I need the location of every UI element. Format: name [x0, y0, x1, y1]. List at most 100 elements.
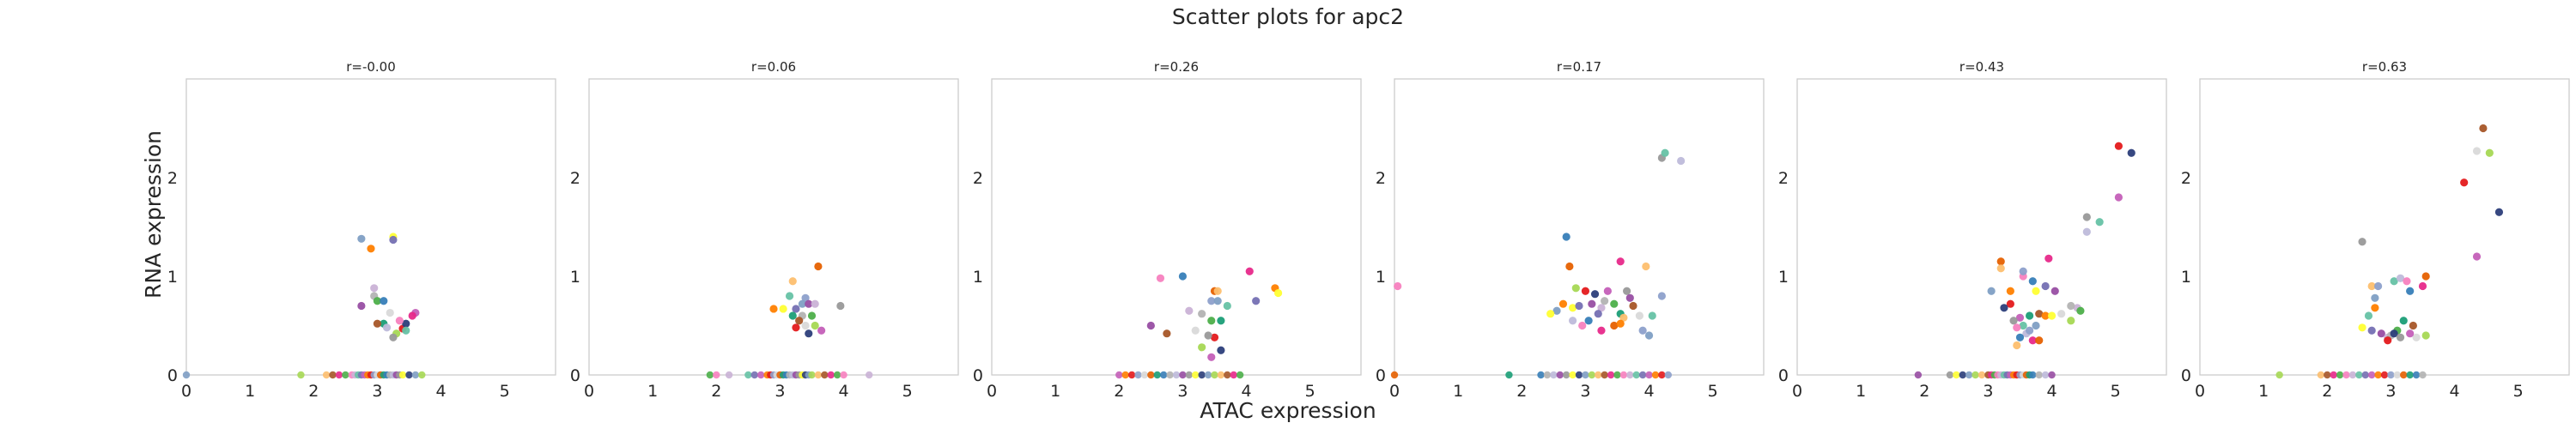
- data-point: [1578, 321, 1587, 330]
- data-point: [1603, 287, 1612, 295]
- x-tick-label: 2: [308, 382, 319, 401]
- data-point: [2067, 317, 2075, 325]
- data-point: [2082, 227, 2091, 236]
- data-point: [1207, 353, 1216, 361]
- zero-point: [1211, 371, 1218, 379]
- data-point: [1571, 284, 1580, 293]
- data-point: [1616, 319, 1625, 328]
- data-point: [2000, 304, 2008, 312]
- x-tick-label: 1: [1856, 382, 1866, 401]
- x-tick-label: 5: [1305, 382, 1315, 401]
- zero-point: [2361, 371, 2369, 379]
- data-point: [1657, 292, 1666, 300]
- x-tick-label: 0: [987, 382, 997, 401]
- zero-point: [1550, 371, 1558, 379]
- y-tick-label: 0: [973, 366, 983, 385]
- data-point: [2358, 323, 2366, 332]
- zero-point: [2355, 371, 2363, 379]
- panel-frame: [1796, 78, 2167, 376]
- data-point: [2399, 317, 2408, 325]
- zero-point: [2406, 371, 2414, 379]
- data-point: [1178, 272, 1188, 281]
- x-tick-label: 3: [1177, 382, 1188, 401]
- zero-point: [2324, 371, 2331, 379]
- data-point: [1661, 148, 1669, 157]
- data-point: [2403, 277, 2411, 286]
- panel-title: r=-0.00: [346, 59, 396, 75]
- data-point: [1616, 257, 1625, 266]
- data-point: [370, 284, 379, 293]
- data-point: [801, 293, 810, 302]
- data-point: [2041, 311, 2050, 320]
- data-point: [1629, 301, 1637, 311]
- data-point: [2035, 336, 2044, 345]
- zero-point: [1953, 371, 1960, 379]
- data-point: [1210, 333, 1219, 341]
- zero-point: [182, 371, 191, 379]
- data-point: [1597, 304, 1606, 312]
- x-tick-label: 0: [1389, 382, 1400, 401]
- zero-point: [1607, 371, 1615, 379]
- zero-point: [1172, 371, 1181, 379]
- data-point: [811, 299, 819, 308]
- zero-point: [1179, 371, 1187, 379]
- data-point: [2019, 267, 2027, 275]
- data-point: [386, 308, 394, 317]
- data-point: [807, 311, 817, 320]
- zero-point: [1971, 371, 1979, 379]
- data-point: [2384, 336, 2392, 345]
- data-point: [2406, 287, 2415, 295]
- data-point: [795, 317, 804, 325]
- x-tick-label: 2: [711, 382, 721, 401]
- y-tick-label: 2: [973, 169, 983, 188]
- zero-point: [840, 371, 848, 379]
- panel-title: r=0.43: [1959, 59, 2004, 75]
- zero-point: [405, 371, 413, 379]
- data-point: [2044, 254, 2053, 263]
- zero-point: [2336, 371, 2344, 379]
- data-point: [357, 301, 366, 311]
- y-tick-label: 2: [167, 169, 178, 188]
- data-point: [402, 319, 410, 328]
- zero-point: [1914, 371, 1923, 379]
- zero-point: [1601, 371, 1608, 379]
- data-point: [2421, 331, 2430, 340]
- zero-point: [821, 371, 829, 379]
- data-point: [811, 321, 819, 330]
- zero-point: [2348, 371, 2357, 379]
- zero-point: [322, 371, 331, 379]
- y-tick-label: 0: [167, 366, 178, 385]
- y-tick-label: 0: [1778, 366, 1789, 385]
- data-point: [1156, 274, 1165, 282]
- data-point: [2032, 287, 2040, 295]
- data-point: [1588, 299, 1596, 308]
- zero-point: [1613, 371, 1621, 379]
- zero-point: [756, 371, 765, 379]
- zero-point: [827, 371, 835, 379]
- zero-point: [398, 371, 407, 379]
- x-axis-label: ATAC expression: [1200, 398, 1376, 423]
- data-point: [2114, 142, 2123, 150]
- panel-title: r=0.63: [2362, 59, 2407, 75]
- zero-point: [2317, 371, 2325, 379]
- zero-point: [2412, 371, 2421, 379]
- data-point: [1575, 301, 1583, 311]
- x-tick-label: 2: [1919, 382, 1929, 401]
- data-point: [2418, 281, 2427, 291]
- data-point: [395, 317, 404, 325]
- zero-point: [1978, 371, 1986, 379]
- zero-point: [297, 371, 305, 379]
- zero-point: [2400, 371, 2408, 379]
- zero-point: [2387, 371, 2395, 379]
- data-point: [788, 277, 797, 286]
- data-point: [1558, 299, 1568, 308]
- x-tick-label: 1: [1453, 382, 1463, 401]
- zero-point: [2374, 371, 2382, 379]
- x-tick-label: 1: [647, 382, 658, 401]
- data-point: [402, 326, 410, 335]
- zero-point: [1588, 371, 1596, 379]
- x-tick-label: 1: [1050, 382, 1060, 401]
- zero-point: [706, 371, 714, 379]
- data-point: [389, 235, 398, 245]
